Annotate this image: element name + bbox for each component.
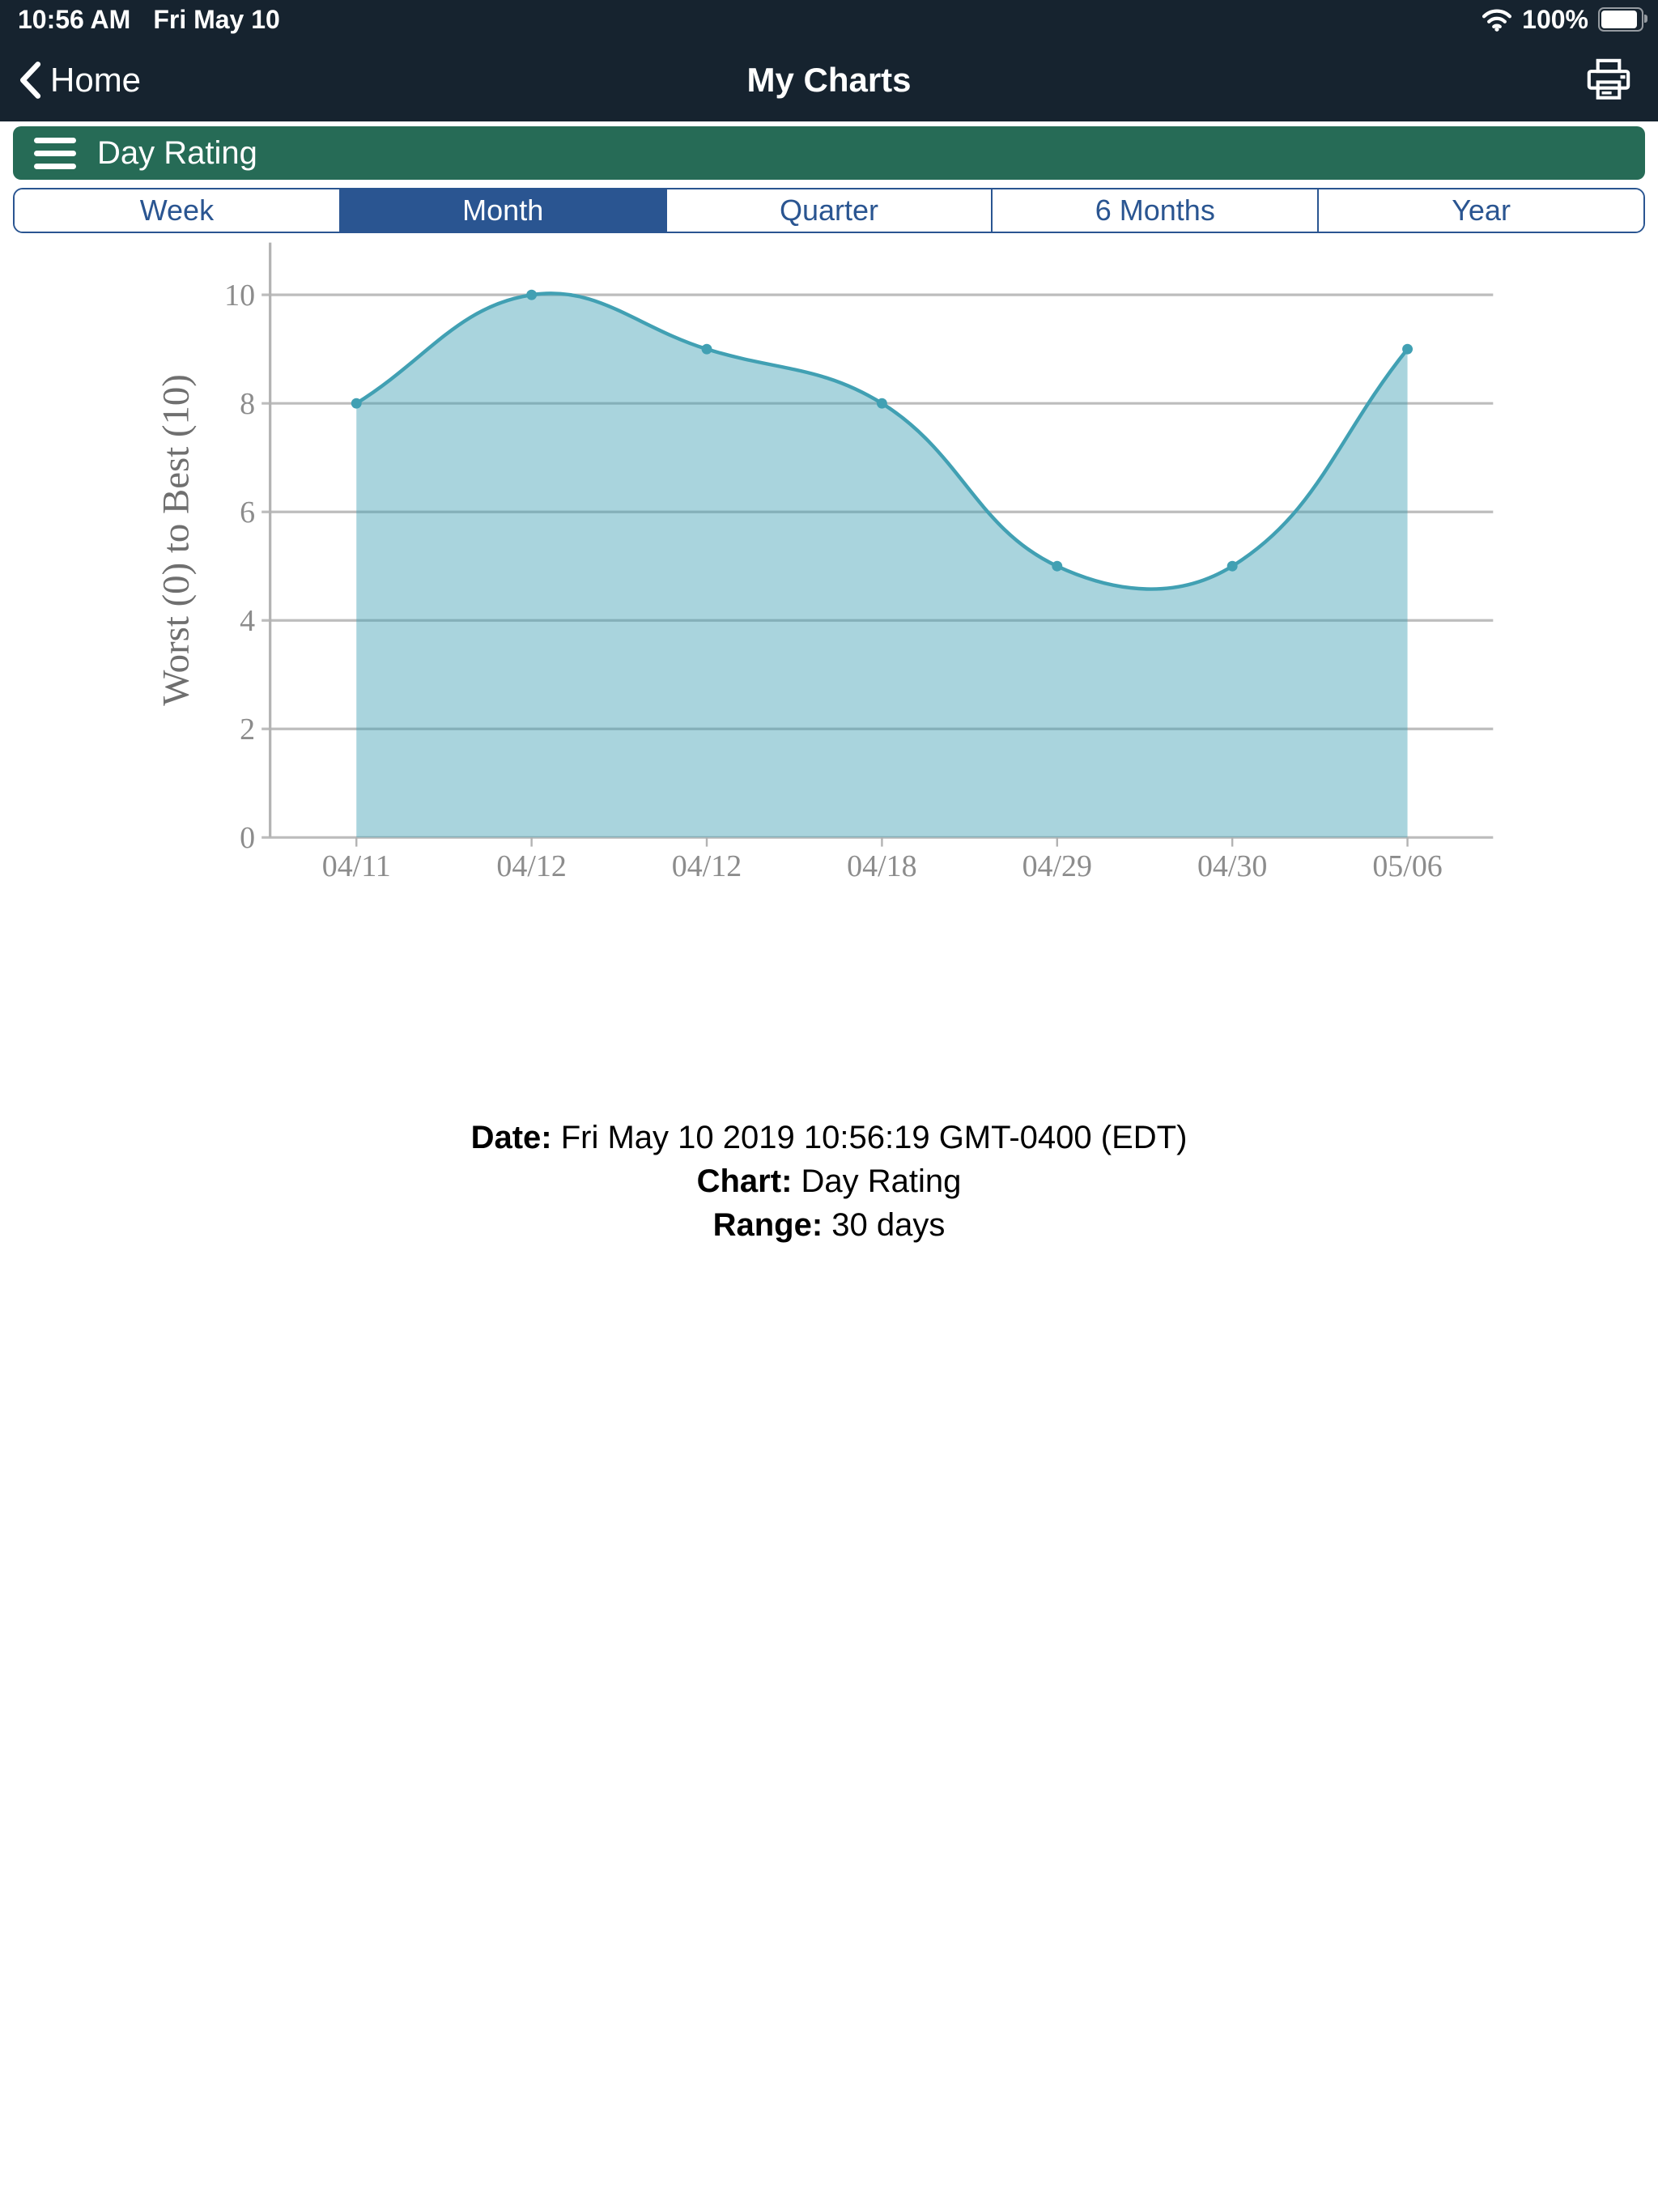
summary-date-value: Fri May 10 2019 10:56:19 GMT-0400 (EDT) — [560, 1120, 1188, 1155]
x-tick-label: 04/18 — [847, 849, 916, 883]
nav-bar: Home My Charts — [0, 39, 1658, 121]
page-title: My Charts — [746, 61, 912, 99]
x-tick-label: 04/12 — [672, 849, 742, 883]
print-button[interactable] — [1585, 58, 1632, 102]
data-point[interactable] — [1226, 560, 1238, 572]
summary-range-value: 30 days — [831, 1207, 946, 1243]
chevron-left-icon — [19, 62, 41, 99]
y-tick-label: 8 — [240, 387, 255, 421]
tab-year[interactable]: Year — [1317, 189, 1643, 232]
data-point[interactable] — [876, 398, 887, 409]
menu-button hamburger-icon[interactable] — [34, 137, 76, 169]
status-time: 10:56 AM — [18, 4, 131, 34]
tab-quarter[interactable]: Quarter — [665, 189, 992, 232]
y-axis-title: Worst (0) to Best (10) — [155, 374, 198, 706]
summary-date-label: Date: — [470, 1120, 552, 1155]
chart-area: 0 2 4 6 8 10 04/11 04/12 04/12 04/18 04/29 04/30 05/… — [0, 211, 1658, 1093]
y-tick-label: 4 — [240, 604, 255, 638]
x-tick-label: 04/29 — [1022, 849, 1092, 883]
y-tick-label: 10 — [224, 279, 255, 313]
data-point[interactable] — [1052, 560, 1063, 572]
printer-icon — [1587, 58, 1630, 100]
x-tick-label: 04/11 — [322, 849, 391, 883]
x-tick-label: 04/12 — [496, 849, 566, 883]
data-point[interactable] — [1402, 343, 1414, 355]
chart-name-label: Day Rating — [97, 134, 257, 171]
summary-chart-row: Chart: Day Rating — [0, 1159, 1658, 1203]
area-fill — [356, 293, 1408, 838]
day-rating-chart[interactable]: 0 2 4 6 8 10 04/11 04/12 04/12 04/18 04/29 04/30 05/… — [0, 211, 1658, 1093]
summary-range-row: Range: 30 days — [0, 1203, 1658, 1247]
y-tick-label: 2 — [240, 713, 255, 747]
summary-range-label: Range: — [712, 1207, 823, 1243]
summary-chart-label: Chart: — [696, 1163, 793, 1199]
battery-icon — [1598, 7, 1647, 32]
data-point[interactable] — [701, 343, 712, 355]
summary-date-row: Date: Fri May 10 2019 10:56:19 GMT-0400 … — [0, 1116, 1658, 1159]
status-bar: 10:56 AM Fri May 10 100% — [0, 0, 1658, 39]
back-label: Home — [50, 61, 142, 99]
x-tick-label: 04/30 — [1197, 849, 1267, 883]
tab-6-months[interactable]: 6 Months — [991, 189, 1318, 232]
tab-week[interactable]: Week — [15, 189, 339, 232]
data-point[interactable] — [526, 289, 538, 300]
back-button[interactable]: Home — [18, 61, 141, 100]
battery-percent: 100% — [1522, 4, 1588, 34]
range-selector: Week Month Quarter 6 Months Year — [13, 188, 1645, 233]
x-tick-label: 05/06 — [1372, 849, 1442, 883]
y-tick-label: 6 — [240, 496, 255, 530]
wifi-icon — [1482, 9, 1512, 32]
tab-month[interactable]: Month — [338, 189, 665, 232]
y-tick-label: 0 — [240, 821, 255, 855]
summary-chart-value: Day Rating — [801, 1163, 962, 1199]
status-date: Fri May 10 — [153, 4, 280, 34]
chart-summary: Date: Fri May 10 2019 10:56:19 GMT-0400 … — [0, 1116, 1658, 1247]
chart-menu-bar: Day Rating — [13, 126, 1645, 180]
data-point[interactable] — [351, 398, 362, 409]
